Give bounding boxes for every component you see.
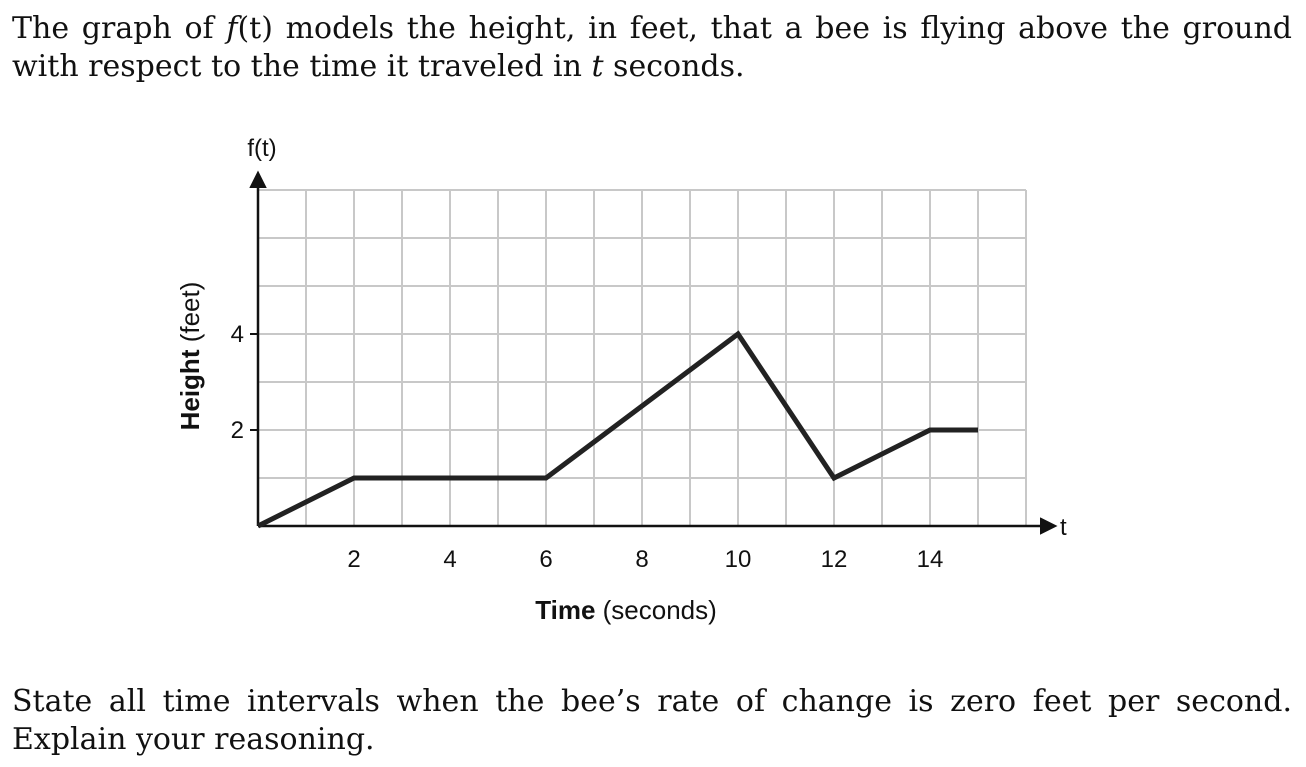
prompt-text-start: The graph of <box>12 11 227 46</box>
x-tick-label: 10 <box>725 546 752 573</box>
time-variable: t <box>591 49 604 84</box>
function-argument: (t) <box>237 11 273 46</box>
x-tick-label: 4 <box>443 546 456 573</box>
chart-labels: t f(t) Time (seconds) Height (feet) <box>175 135 1067 625</box>
x-tick-label: 8 <box>635 546 648 573</box>
prompt-text-end: seconds. <box>603 49 745 84</box>
x-tick-label: 12 <box>821 546 848 573</box>
chart-series <box>256 330 978 529</box>
series-line <box>256 330 978 529</box>
y-axis-name: f(t) <box>247 135 276 162</box>
prompt-text-middle: models the height, in feet, that a bee i… <box>12 11 1292 84</box>
question-text: State all time intervals when the bee’s … <box>12 684 1292 757</box>
x-axis-label-bold: Time <box>535 595 595 625</box>
chart-axes <box>249 170 1058 535</box>
x-tick-label: 14 <box>917 546 944 573</box>
function-name: f <box>226 11 238 46</box>
x-axis-name: t <box>1060 514 1067 541</box>
x-tick-label: 2 <box>347 546 360 573</box>
x-tick-label: 6 <box>539 546 552 573</box>
x-axis-label: Time (seconds) <box>535 595 717 625</box>
y-axis-label-unit: (feet) <box>175 282 205 350</box>
y-tick-label: 4 <box>231 321 244 348</box>
chart-ticks: 2 4 6 8 10 12 14 2 4 <box>231 321 944 573</box>
y-axis-label: Height (feet) <box>175 282 205 431</box>
y-axis-label-bold: Height <box>175 349 205 430</box>
y-tick-label: 2 <box>231 417 244 444</box>
x-axis-label-unit: (seconds) <box>595 595 716 625</box>
problem-prompt: The graph of f(t) models the height, in … <box>12 10 1292 86</box>
